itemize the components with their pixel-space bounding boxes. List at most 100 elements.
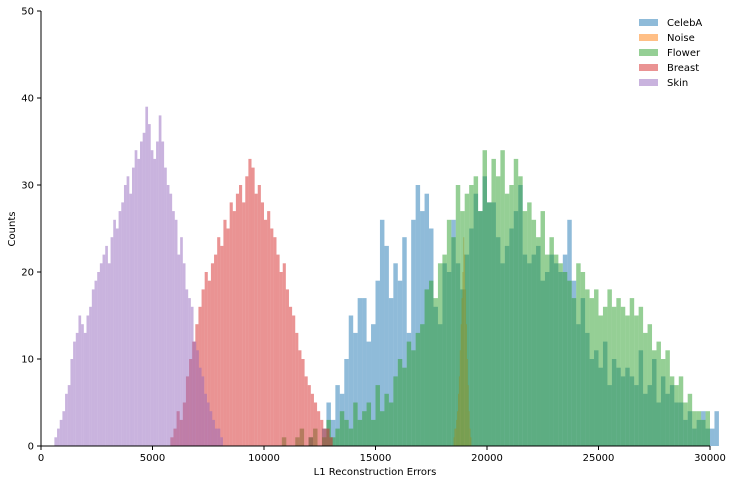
bar-skin [206,402,210,446]
y-tick-label: 20 [21,268,34,279]
bar-flower [647,324,653,446]
bar-breast [260,202,264,446]
bar-skin [174,219,178,446]
bar-flower [531,219,537,446]
bar-breast [254,193,258,446]
bar-skin [123,185,127,446]
x-axis-label: L1 Reconstruction Errors [314,467,437,478]
bar-breast [210,263,215,446]
bar-flower [589,298,595,446]
bar-skin [196,350,199,446]
bar-breast [204,272,208,446]
legend-label-skin: Skin [667,78,688,89]
bar-skin [86,315,90,446]
bar-breast [214,254,218,446]
bar-skin [81,324,84,446]
bar-skin [67,385,71,446]
x-tick-label: 30000 [694,453,726,464]
bar-flower [371,419,376,446]
bar-breast [226,228,230,446]
legend-label-celeba: CelebA [667,18,702,29]
bar-breast [201,289,205,446]
y-ticks: 0 10 20 30 40 50 [21,7,41,453]
bar-flower [411,350,416,446]
bar-breast [310,393,314,446]
legend-label-breast: Breast [667,63,699,74]
bar-skin [102,254,106,446]
bar-breast [235,193,240,446]
bar-skin [158,115,162,447]
bar-flower [692,411,697,446]
bar-celeba [357,298,363,446]
bar-celeba [366,341,372,446]
bar-skin [70,359,74,446]
bar-breast [232,211,236,446]
bar-celeba [362,298,367,446]
bar-skin [59,419,63,446]
bar-flower [491,158,496,446]
x-ticks: 0 5000 10000 15000 20000 25000 30000 [38,446,726,464]
bar-skin [137,158,141,446]
bar-breast [220,245,224,446]
bar-breast [242,202,246,446]
x-tick-label: 20000 [471,453,503,464]
bar-breast [251,167,255,446]
bar-flower [701,419,706,446]
bar-flower [464,193,470,446]
bar-flower [366,402,372,446]
bar-skin [148,124,151,446]
bar-flower [669,376,675,446]
bar-flower [357,419,363,446]
bar-flower [513,158,519,446]
bar-breast [304,376,308,446]
bar-breast [229,202,233,446]
bar-skin [190,306,194,446]
bar-flower [638,306,644,446]
bar-flower [536,237,541,446]
bar-flower [339,411,345,446]
bar-breast [245,176,249,447]
bar-breast [282,263,286,446]
bar-flower [495,176,501,447]
bar-breast [276,254,280,446]
bar-flower [544,254,550,446]
bar-flower [375,385,380,446]
bar-skin [164,167,167,446]
bar-breast [301,359,305,446]
bar-flower [616,298,621,446]
x-tick-label: 5000 [140,453,165,464]
bar-flower [549,237,554,446]
bar-celeba [344,359,349,446]
bar-flower [379,411,385,446]
bar-flower [330,437,336,446]
bar-skin [204,393,207,446]
x-tick-label: 10000 [248,453,280,464]
bar-skin [54,437,58,446]
bar-breast [257,185,261,446]
bar-breast [288,306,293,446]
bar-flower [509,185,514,446]
bar-skin [113,219,116,446]
series-skin [54,106,223,447]
bar-breast [326,428,330,446]
bar-skin [217,428,221,446]
bar-flower [607,289,612,446]
bar-flower [576,263,581,446]
bar-flower [437,263,443,446]
bar-skin [177,254,181,446]
bar-skin [131,167,135,446]
y-tick-label: 50 [21,7,34,18]
bar-skin [140,141,143,446]
bar-skin [78,315,82,446]
bar-flower [335,428,340,446]
bar-skin [185,289,189,446]
bar-flower [611,306,617,446]
bar-celeba [335,385,340,446]
bar-skin [193,341,197,446]
bar-celeba [415,185,421,446]
bar-celeba [393,263,398,446]
bar-breast [239,185,243,446]
bar-celeba [375,280,380,446]
bar-flower [487,202,492,446]
legend-label-flower: Flower [667,48,701,59]
